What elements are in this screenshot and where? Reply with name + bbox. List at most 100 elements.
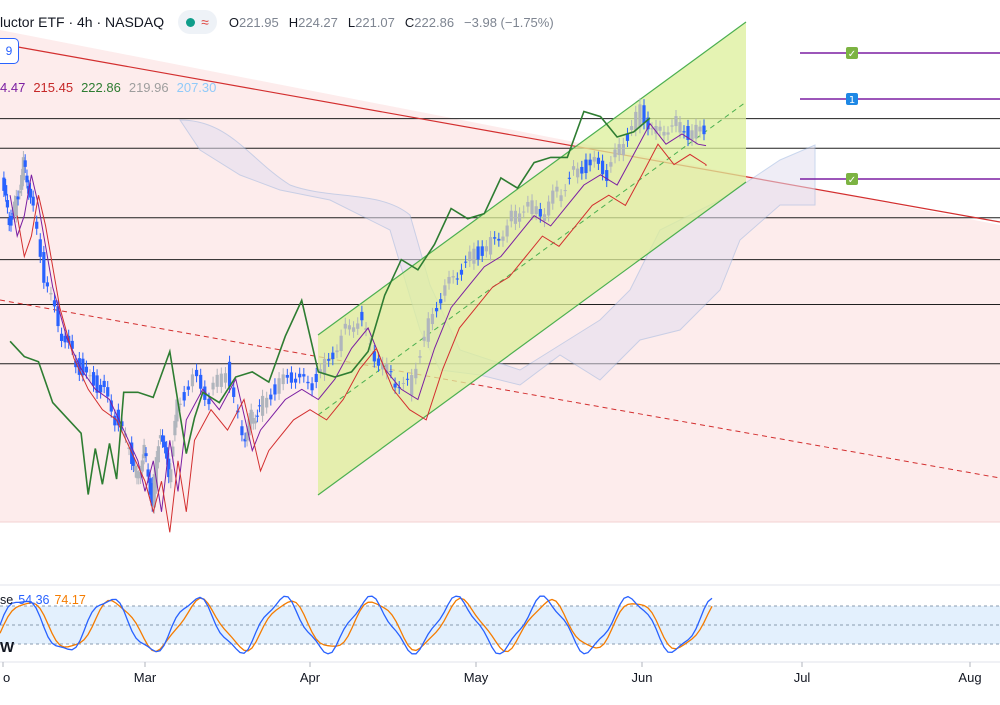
candle-body [517, 213, 522, 222]
candle-body [70, 340, 74, 349]
candle-body [175, 399, 179, 422]
candle-body [638, 104, 642, 128]
candle-body [621, 144, 625, 156]
candle-body [23, 160, 27, 167]
candle-body [468, 251, 472, 261]
candle-body [422, 336, 426, 341]
candle-body [144, 453, 148, 457]
month-label: o [3, 670, 11, 685]
candle-body [563, 190, 567, 192]
indicator-value: 219.96 [128, 80, 169, 95]
candle-body [505, 225, 509, 237]
marker-glyph: ✓ [848, 49, 856, 60]
candle-body [351, 327, 356, 332]
candle-body [4, 185, 8, 196]
candle-body [31, 196, 35, 206]
candle-body [28, 188, 33, 198]
candle-body [426, 318, 430, 342]
candle-body [678, 122, 682, 133]
candle-body [227, 361, 232, 387]
candle-body [158, 435, 163, 439]
candle-body [146, 469, 150, 477]
candle-body [18, 190, 22, 194]
candle-body [310, 383, 314, 391]
candle-body [464, 261, 468, 263]
candle-body [476, 246, 480, 260]
candle-body [455, 278, 459, 280]
candle-body [646, 117, 650, 130]
candle-body [5, 200, 10, 208]
candle-body [480, 246, 484, 256]
candle-body [123, 433, 128, 437]
candle-body [530, 200, 534, 215]
candle-body [690, 130, 694, 140]
candle-body [253, 420, 257, 424]
candle-body [343, 323, 347, 329]
indicator-count-badge[interactable]: 9 [0, 38, 19, 64]
candle-body [49, 292, 53, 295]
candle-body [360, 311, 364, 321]
candle-body [7, 218, 11, 226]
candle-body [38, 239, 42, 257]
candle-body [389, 371, 393, 373]
symbol-title[interactable]: luctor ETF · 4h · NASDAQ [0, 14, 165, 30]
candle-body [293, 378, 298, 383]
month-label: Aug [958, 670, 982, 685]
candle-body [127, 447, 131, 449]
candle-body [162, 441, 167, 448]
candle-body [335, 350, 339, 353]
candle-body [600, 160, 605, 175]
candle-body [135, 471, 139, 479]
candle-body [605, 170, 609, 181]
candle-body [410, 375, 414, 396]
candle-body [255, 415, 260, 417]
candle-body [102, 380, 106, 388]
tenkan-line [9, 122, 707, 512]
candle-body [156, 446, 161, 463]
candle-body [88, 375, 92, 377]
candle-body [670, 125, 674, 127]
candle-body [567, 177, 571, 179]
candle-body [257, 405, 262, 407]
ohlc-high: H224.27 [288, 14, 338, 30]
candle-body [186, 386, 190, 390]
candle-body [74, 360, 78, 368]
indicator-value: 207.30 [176, 80, 217, 95]
month-label: Jun [631, 670, 653, 685]
candle-body [576, 168, 580, 178]
candle-body [686, 125, 690, 140]
stoch-legend-value: 54.36 [18, 593, 50, 607]
candle-body [56, 306, 60, 327]
candle-body [298, 373, 302, 378]
candle-body [2, 177, 6, 191]
candle-body [596, 157, 601, 164]
status-pill[interactable]: ≈ [178, 10, 217, 34]
candle-body [694, 124, 698, 139]
candle-body [245, 432, 249, 441]
stoch-k-line [0, 595, 713, 655]
candle-body [113, 415, 117, 426]
candle-body [501, 236, 505, 241]
candle-body [314, 373, 318, 383]
signal-markers: ✓ 1 ✓ [800, 47, 1000, 186]
ohlc-close: C222.86 [404, 14, 455, 30]
candle-body [526, 201, 530, 207]
candle-body [142, 444, 146, 459]
ichimoku-values: 4.47 215.45 222.86 219.96 207.30 [0, 80, 224, 95]
candle-body [273, 384, 277, 395]
candle-body [625, 133, 630, 141]
month-label: Mar [133, 670, 157, 685]
stoch-mark: W [0, 639, 15, 656]
candle-body [45, 282, 49, 287]
candle-body [199, 374, 203, 389]
candle-body [584, 159, 588, 174]
candle-body [11, 213, 15, 215]
candle-body [154, 457, 158, 488]
candle-body [405, 378, 410, 380]
candle-body [654, 125, 658, 134]
candle-body [9, 215, 13, 226]
candle-body [513, 210, 518, 224]
candle-body [63, 335, 67, 343]
